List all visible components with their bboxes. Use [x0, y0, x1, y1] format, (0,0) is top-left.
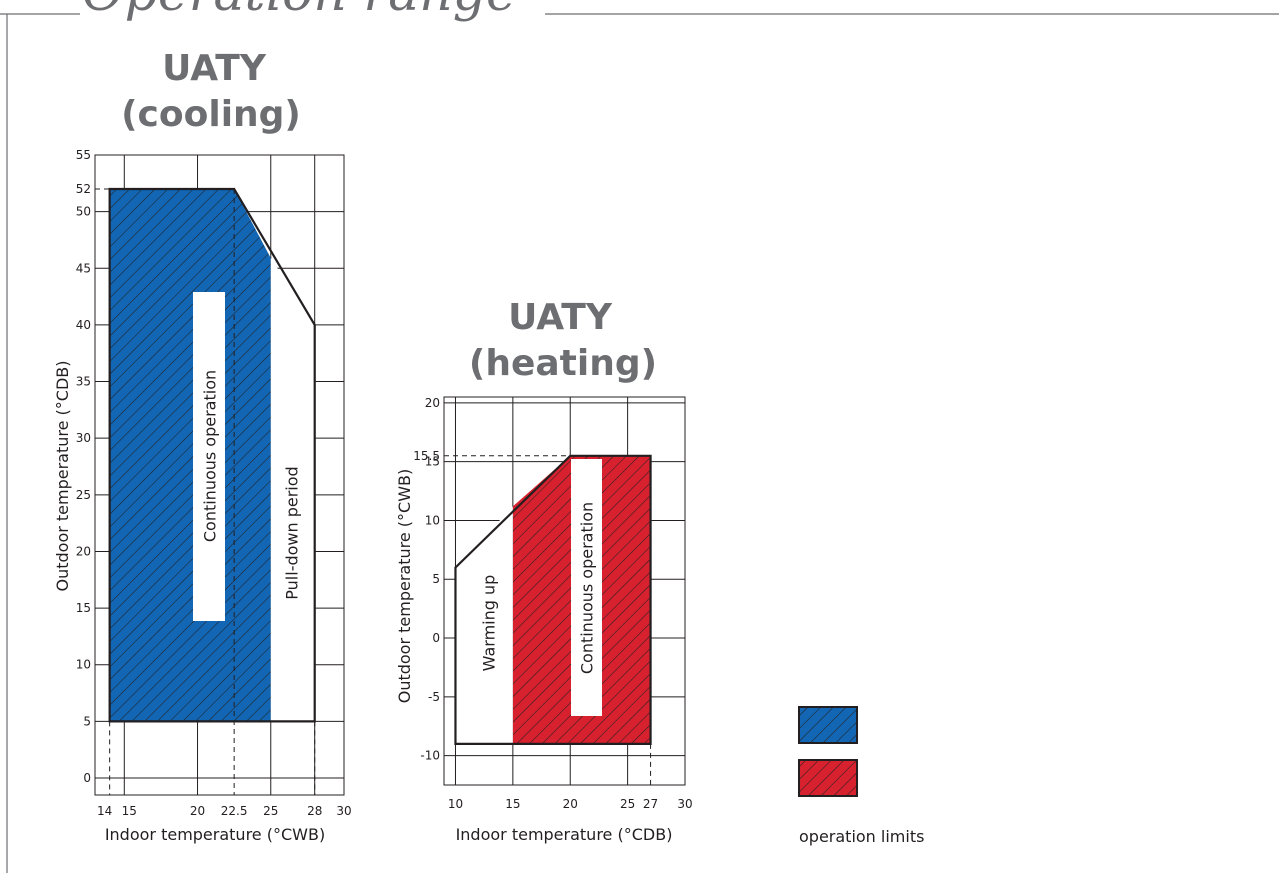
x-tick-label: 28 — [307, 804, 322, 818]
y-tick-label: 30 — [76, 431, 91, 445]
x-tick-label: 14 — [97, 804, 112, 818]
heating-title-line2: (heating) — [469, 343, 657, 384]
x-tick-label: 25 — [620, 797, 635, 811]
y-tick-label: 15 — [425, 455, 440, 469]
y-tick-label: -5 — [428, 690, 440, 704]
y-axis-label: Outdoor temperature (°CDB) — [53, 360, 72, 591]
region-label-secondary: Warming up — [480, 575, 499, 672]
x-tick-label: 27 — [643, 797, 658, 811]
y-tick-label: 15 — [76, 601, 91, 615]
region-label-continuous: Continuous operation — [201, 370, 220, 542]
y-axis-label: Outdoor temperature (°CWB) — [395, 469, 414, 704]
x-tick-label: 30 — [336, 804, 351, 818]
y-tick-label: 35 — [76, 375, 91, 389]
x-tick-label: 20 — [190, 804, 205, 818]
x-tick-label: 10 — [448, 797, 463, 811]
region-label-secondary: Pull-down period — [283, 466, 302, 599]
region-label-continuous: Continuous operation — [578, 502, 597, 674]
x-axis-label: Indoor temperature (°CWB) — [105, 825, 325, 844]
x-tick-label: 25 — [263, 804, 278, 818]
y-tick-label: 0 — [83, 771, 91, 785]
operation-envelope — [454, 454, 652, 745]
page-title: Operation range — [82, 0, 517, 23]
y-tick-label: 5 — [432, 572, 440, 586]
y-tick-label: 10 — [76, 658, 91, 672]
label-backdrop — [571, 459, 602, 716]
y-tick-label: 50 — [76, 205, 91, 219]
y-tick-label: 45 — [76, 261, 91, 275]
series-area-1 — [455, 506, 513, 744]
y-tick-label: 10 — [425, 513, 440, 527]
y-tick-label: 55 — [76, 148, 91, 162]
y-tick-label: 40 — [76, 318, 91, 332]
label-backdrop — [193, 292, 225, 621]
x-tick-label: 15 — [505, 797, 520, 811]
x-tick-label: 22.5 — [221, 804, 248, 818]
y-tick-label: 25 — [76, 488, 91, 502]
x-axis-label: Indoor temperature (°CDB) — [456, 825, 673, 844]
cooling-title-line2: (cooling) — [121, 94, 301, 135]
y-tick-label: -10 — [420, 749, 440, 763]
y-tick-label: 15.5 — [413, 449, 440, 463]
series-area-1 — [270, 258, 315, 722]
x-tick-label: 20 — [563, 797, 578, 811]
y-tick-label: 20 — [76, 544, 91, 558]
x-tick-label: 15 — [122, 804, 137, 818]
cooling-chart: 14 15 20 22.5 25 28 30 0 5 10 15 20 25 30 35 40 45 50 52 55… — [53, 148, 352, 844]
x-tick-label: 30 — [677, 797, 692, 811]
y-tick-label: 20 — [425, 396, 440, 410]
cooling-title-line1: UATY — [162, 48, 267, 89]
y-tick-label: 52 — [76, 182, 91, 196]
legend: operation limits — [798, 706, 924, 846]
operation-envelope — [108, 187, 316, 723]
y-tick-label: 0 — [432, 631, 440, 645]
series-hatch-0 — [109, 188, 271, 722]
legend-hatch-heating — [799, 760, 857, 796]
legend-hatch-cooling — [799, 707, 857, 743]
legend-label: operation limits — [799, 827, 924, 846]
y-tick-label: 5 — [83, 714, 91, 728]
heating-title-line1: UATY — [508, 297, 613, 338]
